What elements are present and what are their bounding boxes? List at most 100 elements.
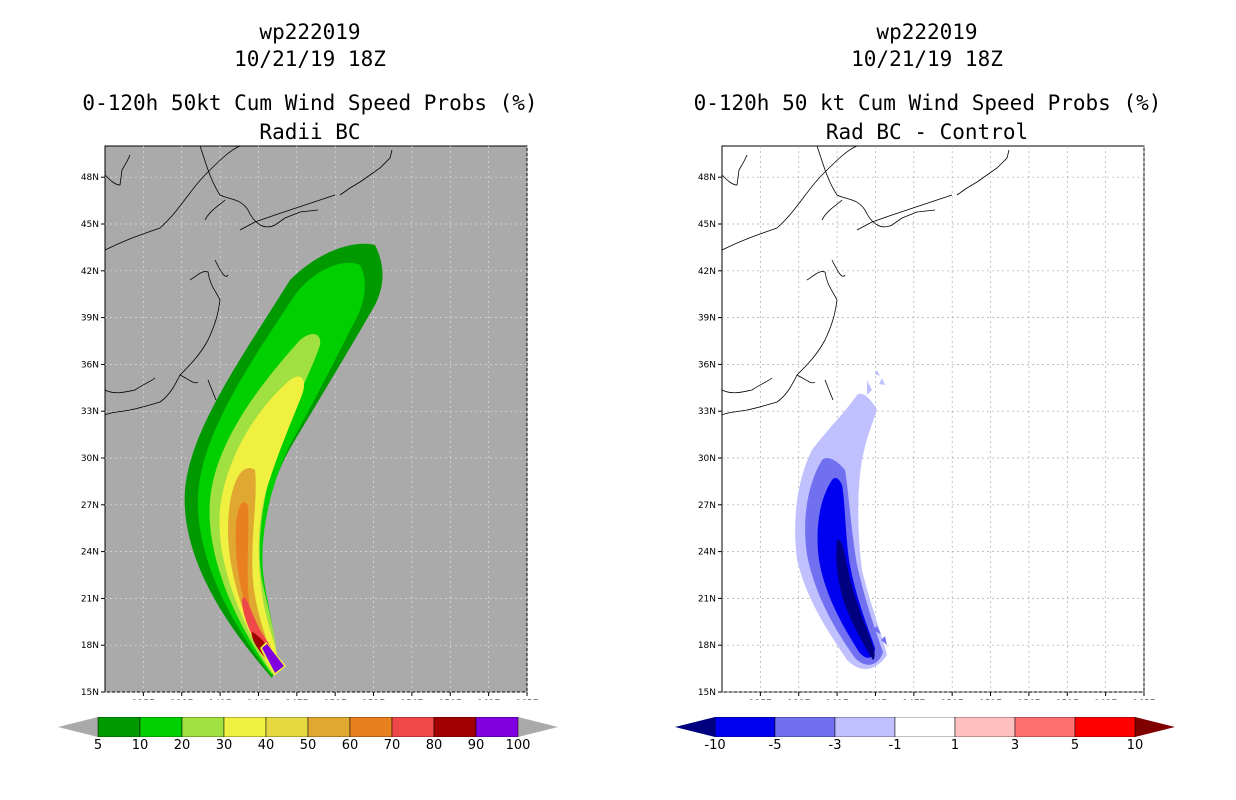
left-colorbar-swatch-6 [349,717,393,737]
right-colorbar-arrow-low [675,717,715,737]
right-tick-label-lon-0: 135E [749,699,772,700]
left-tick-label-lon-7: 156E [400,699,423,700]
right-colorbar-swatch-6 [1074,717,1136,737]
right-tick-label-lon-8: 159E [1056,699,1079,700]
right-tick-label-lon-7: 156E [1017,699,1040,700]
right-tick-label-lon-3: 144E [864,699,887,700]
right-map: 135E 138E 141E 144E 147E 150E 153E 156E 159E 162E… [698,145,1156,700]
right-map-background [721,145,1145,693]
diff-level-minus1-b [867,370,885,395]
right-tick-label-lat-5: 33N [698,407,716,417]
left-colorbar-swatch-7 [391,717,435,737]
right-tick-label-lat-1: 45N [698,220,716,230]
left-colorbar-swatch-1 [139,717,183,737]
left-tick-label-lat-5: 33N [81,407,99,417]
left-colorbar-swatch-3 [223,717,267,737]
left-colorbar-label-10: 100 [505,738,531,753]
swath-level-60 [235,502,273,668]
left-map: 135E 138E 141E 144E 147E 150E 153E 156E 159E 162E… [81,145,539,700]
right-colorbar-label-7: 10 [1126,738,1144,753]
left-colorbar-label-5: 50 [299,738,317,753]
left-tick-label-lat-2: 42N [81,267,99,277]
right-tick-label-lon-6: 153E [979,699,1002,700]
left-colorbar-label-2: 20 [173,738,191,753]
left-colorbar-label-1: 10 [131,738,149,753]
right-tick-label-lat-9: 21N [698,594,716,604]
left-tick-label-lon-4: 147E [285,699,308,700]
right-tick-label-lon-2: 141E [826,699,849,700]
left-colorbar-arrow-high [518,717,558,737]
right-colorbar-label-3: -1 [888,738,902,753]
left-tick-label-lon-3: 144E [247,699,270,700]
left-colorbar-label-9: 90 [467,738,485,753]
right-colorbar-swatch-2 [834,717,896,737]
left-tick-label-lat-11: 15N [81,688,99,698]
right-colorbar-label-6: 5 [1070,738,1080,753]
left-colorbar-swatch-0 [97,717,141,737]
left-axis-labels: 135E 138E 141E 144E 147E 150E 153E 156E 159E 162E… [81,173,539,700]
right-colorbar-arrow-high [1135,717,1175,737]
left-tick-label-lon-0: 135E [132,699,155,700]
left-tick-label-lat-6: 30N [81,454,99,464]
left-colorbar-label-4: 40 [257,738,275,753]
right-tick-label-lon-1: 138E [787,699,810,700]
left-tick-label-lat-8: 24N [81,548,99,558]
left-storm-id: wp222019 [259,20,361,44]
right-colorbar-label-5: 3 [1010,738,1020,753]
right-tick-label-lat-3: 39N [698,314,716,324]
right-colorbar-swatch-3 [894,717,956,737]
left-date: 10/21/19 18Z [234,47,386,71]
right-tick-label-lat-7: 27N [698,501,716,511]
right-tick-label-lat-11: 15N [698,688,716,698]
left-colorbar-swatch-9 [475,717,519,737]
left-tick-label-lon-10: 165E [516,699,539,700]
right-tick-label-lat-10: 18N [698,641,716,651]
right-colorbar-label-1: -5 [768,738,782,753]
right-tick-label-lat-6: 30N [698,454,716,464]
left-tick-label-lat-10: 18N [81,641,99,651]
right-colorbar-swatch-4 [954,717,1016,737]
left-coastlines [104,145,393,416]
right-tick-label-lon-9: 162E [1094,699,1117,700]
right-tick-label-lat-4: 36N [698,360,716,370]
right-grid [722,146,1145,693]
right-colorbar-label-4: 1 [950,738,960,753]
left-tick-label-lon-2: 141E [209,699,232,700]
diff-spot-a [872,626,887,645]
left-tick-label-lat-3: 39N [81,314,99,324]
left-map-background [104,145,528,693]
left-colorbar-label-6: 60 [341,738,359,753]
right-colorbar-swatch-1 [774,717,836,737]
left-tick-label-lon-9: 162E [477,699,500,700]
right-tick-label-lat-2: 42N [698,267,716,277]
right-chart-subtitle: Rad BC - Control [825,120,1029,144]
left-colorbar-arrow-low [58,717,98,737]
right-tick-label-lon-10: 165E [1133,699,1156,700]
left-colorbar-label-7: 70 [383,738,401,753]
left-tick-label-lat-7: 27N [81,501,99,511]
right-chart-title: 0-120h 50 kt Cum Wind Speed Probs (%) [693,91,1162,115]
left-tick-label-lon-5: 150E [324,699,347,700]
right-tick-label-lon-4: 147E [902,699,925,700]
right-colorbar-label-2: -3 [828,738,842,753]
swath-level-100 [262,644,284,673]
right-tick-label-lat-0: 48N [698,173,716,183]
right-diff-swath [795,370,887,670]
left-tick-label-lon-6: 153E [362,699,385,700]
right-tick-label-lon-5: 150E [941,699,964,700]
left-prob-swath [184,243,383,679]
left-colorbar-swatch-5 [307,717,351,737]
left-colorbar-label-3: 30 [215,738,233,753]
diff-level-minus10 [836,539,875,660]
left-colorbar-swatch-4 [265,717,309,737]
left-tick-label-lat-9: 21N [81,594,99,604]
left-tick-label-lat-0: 48N [81,173,99,183]
right-axis-labels: 135E 138E 141E 144E 147E 150E 153E 156E 159E 162E… [698,173,1156,700]
left-tick-label-lat-1: 45N [81,220,99,230]
right-tick-label-lat-8: 24N [698,548,716,558]
right-colorbar-swatch-5 [1014,717,1076,737]
right-date: 10/21/19 18Z [851,47,1003,71]
left-chart-title: 0-120h 50kt Cum Wind Speed Probs (%) [82,91,538,115]
right-colorbar-label-0: -10 [704,738,726,753]
right-coastlines [721,145,1010,416]
